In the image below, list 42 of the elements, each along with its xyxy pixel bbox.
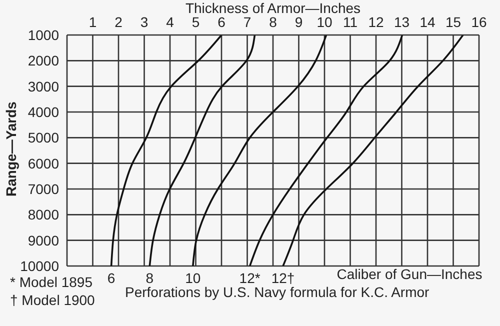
x-tick-label: 6 [218,14,226,30]
x-tick-label: 5 [192,14,200,30]
x-tick-label: 2 [114,14,123,30]
y-tick-label: 1000 [28,26,60,43]
y-tick-label: 4000 [28,104,60,120]
x-tick-label: 15 [445,14,462,30]
text: Perforations by U.S. Navy formula for K.C. Armor [125,284,430,300]
line-series [148,35,256,266]
x-tick-label: 3 [140,14,148,30]
x-axis-title: Thickness of Armor—Inches [185,0,361,16]
x-tick-label: 16 [471,14,487,30]
series-label: 6 [107,270,116,286]
line-series [192,35,328,266]
line-series [248,35,404,266]
x-tick-label: 9 [294,14,303,30]
x-tick-label: 12 [368,14,384,30]
y-tick-label: 6000 [28,155,60,172]
x-tick-label: 13 [394,14,410,30]
series-label: 8 [146,270,154,286]
line-series [282,35,464,266]
y-tick-label: 3000 [28,78,60,94]
y-tick-label: 5000 [28,130,60,146]
y-tick-label: 9000 [28,232,60,248]
y-tick-label: 2000 [28,52,60,69]
line-series [110,35,222,266]
legend-title: Caliber of Gun—Inches [336,266,484,282]
x-tick-label: 4 [166,14,174,30]
y-tick-label: 7000 [28,180,60,197]
series-label: 12† [271,270,295,286]
x-tick-label: 7 [243,14,252,30]
x-tick-label: 8 [269,14,278,30]
text: * Model 1895 [10,274,93,290]
y-tick-label: 8000 [28,206,60,223]
y-tick-label: 10000 [20,258,60,274]
series-label: 12* [239,270,261,286]
series-label: 10 [185,270,201,286]
text: † Model 1900 [10,292,95,308]
x-tick-label: 10 [316,14,332,30]
y-axis-title: Range—Yards [3,100,19,198]
x-tick-label: 11 [342,14,358,30]
x-tick-label: 14 [420,14,436,30]
x-tick-label: 1 [88,14,97,30]
